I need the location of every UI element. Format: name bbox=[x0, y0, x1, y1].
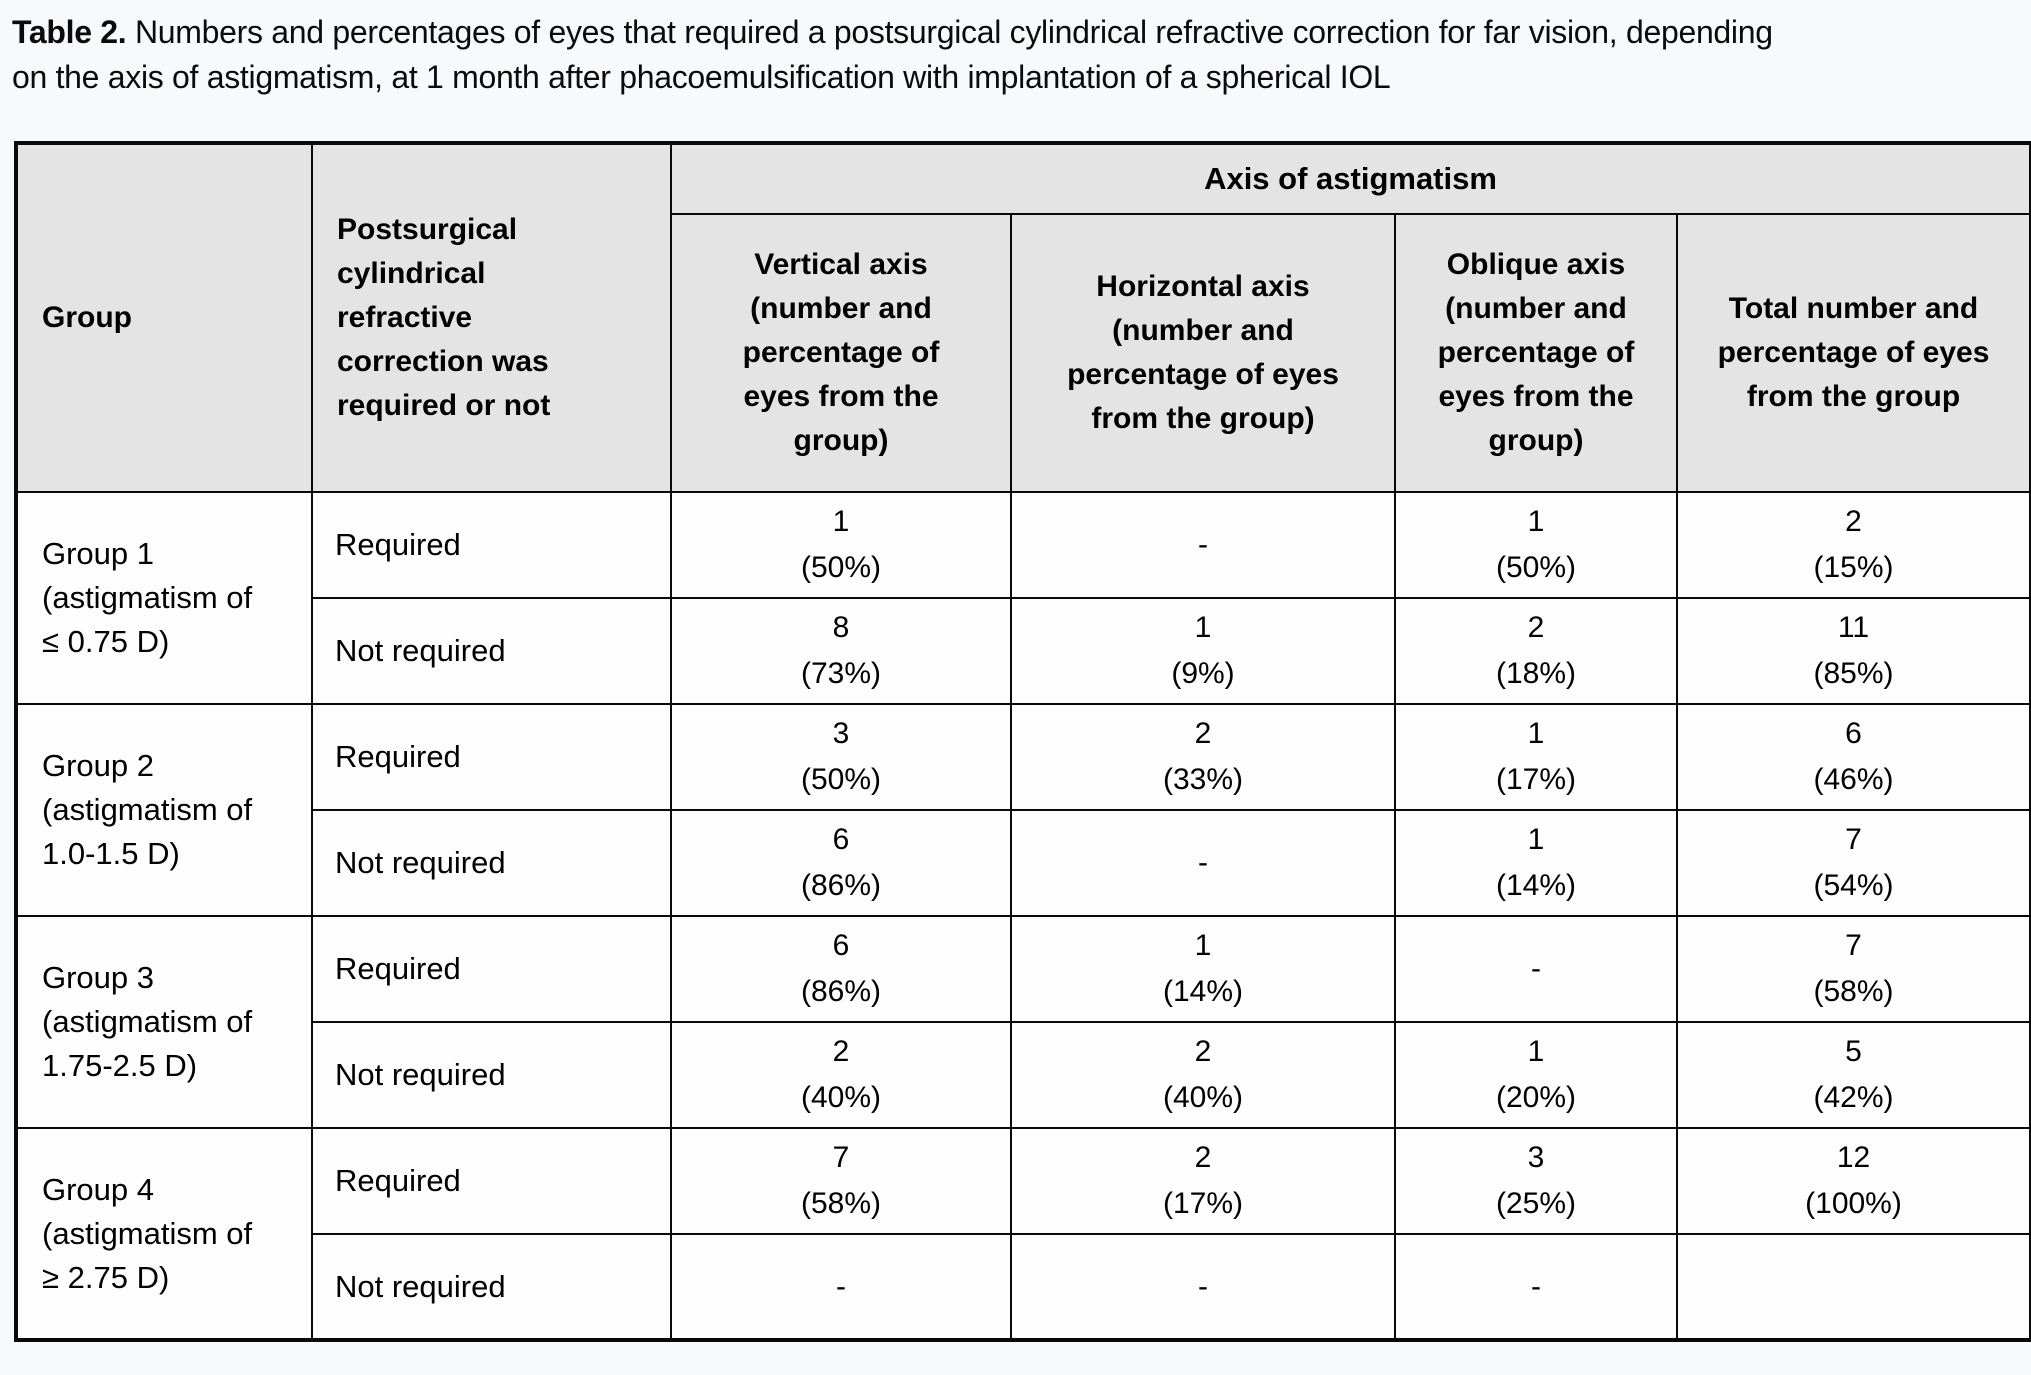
requirement-cell: Required bbox=[311, 703, 672, 811]
data-cell-total bbox=[1676, 1233, 2031, 1341]
data-cell-total: 11 (85%) bbox=[1676, 597, 2031, 705]
caption-line-1: Table 2. Numbers and percentages of eyes… bbox=[12, 10, 2024, 55]
data-cell-vertical: 7 (58%) bbox=[670, 1127, 1012, 1235]
data-cell-oblique: - bbox=[1394, 1233, 1678, 1341]
header-horizontal-axis: Horizontal axis (number and percentage o… bbox=[1010, 213, 1396, 493]
table-header: Group Postsurgical cylindrical refractiv… bbox=[15, 142, 2031, 493]
data-cell-oblique: 3 (25%) bbox=[1394, 1127, 1678, 1235]
header-row-axes: Vertical axis (number and percentage of … bbox=[16, 213, 2031, 493]
data-cell-horizontal: - bbox=[1010, 491, 1396, 599]
requirement-cell: Required bbox=[311, 915, 672, 1023]
caption-line-2: on the axis of astigmatism, at 1 month a… bbox=[12, 59, 1391, 95]
header-postsurgical-correction: Postsurgical cylindrical refractive corr… bbox=[311, 142, 672, 493]
data-cell-horizontal: - bbox=[1010, 1233, 1396, 1341]
data-cell-vertical: 1 (50%) bbox=[670, 491, 1012, 599]
data-cell-oblique: 1 (17%) bbox=[1394, 703, 1678, 811]
requirement-cell: Not required bbox=[311, 809, 672, 917]
requirement-cell: Not required bbox=[311, 597, 672, 705]
data-cell-vertical: 3 (50%) bbox=[670, 703, 1012, 811]
group4-label: Group 4 (astigmatism of ≥ 2.75 D) bbox=[15, 1127, 313, 1341]
table-row-group3-required: Group 3 (astigmatism of 1.75-2.5 D) Requ… bbox=[15, 915, 2031, 1129]
header-total: Total number and percentage of eyes from… bbox=[1676, 213, 2031, 493]
table-caption: Table 2. Numbers and percentages of eyes… bbox=[12, 10, 2024, 100]
table-row-group4-not-required: Not required - - - bbox=[16, 1233, 2031, 1341]
header-oblique-axis: Oblique axis (number and percentage of e… bbox=[1394, 213, 1678, 493]
data-cell-vertical: 2 (40%) bbox=[670, 1021, 1012, 1129]
data-cell-horizontal: 2 (33%) bbox=[1010, 703, 1396, 811]
caption-text-1: Numbers and percentages of eyes that req… bbox=[134, 14, 1773, 50]
data-cell-oblique: 1 (14%) bbox=[1394, 809, 1678, 917]
data-cell-total: 12 (100%) bbox=[1676, 1127, 2031, 1235]
header-group: Group bbox=[15, 142, 313, 493]
data-cell-horizontal: 1 (14%) bbox=[1010, 915, 1396, 1023]
data-cell-total: 2 (15%) bbox=[1676, 491, 2031, 599]
data-cell-vertical: 8 (73%) bbox=[670, 597, 1012, 705]
table-row-group1-required: Group 1 (astigmatism of ≤ 0.75 D) Requir… bbox=[15, 491, 2031, 705]
group2-label: Group 2 (astigmatism of 1.0-1.5 D) bbox=[15, 703, 313, 917]
data-cell-horizontal: - bbox=[1010, 809, 1396, 917]
data-cell-total: 7 (58%) bbox=[1676, 915, 2031, 1023]
data-cell-horizontal: 1 (9%) bbox=[1010, 597, 1396, 705]
table-row-group2-required: Group 2 (astigmatism of 1.0-1.5 D) Requi… bbox=[15, 703, 2031, 917]
data-cell-oblique: 1 (50%) bbox=[1394, 491, 1678, 599]
requirement-cell: Not required bbox=[311, 1233, 672, 1341]
data-cell-vertical: 6 (86%) bbox=[670, 809, 1012, 917]
data-cell-horizontal: 2 (40%) bbox=[1010, 1021, 1396, 1129]
table-row-group3-not-required: Not required 2 (40%) 2 (40%) 1 (20%) 5 (… bbox=[16, 1021, 2031, 1129]
caption-label: Table 2. bbox=[12, 14, 127, 50]
table-row-group4-required: Group 4 (astigmatism of ≥ 2.75 D) Requir… bbox=[15, 1127, 2031, 1341]
requirement-cell: Required bbox=[311, 1127, 672, 1235]
data-cell-oblique: - bbox=[1394, 915, 1678, 1023]
data-cell-vertical: - bbox=[670, 1233, 1012, 1341]
data-cell-total: 5 (42%) bbox=[1676, 1021, 2031, 1129]
data-cell-oblique: 1 (20%) bbox=[1394, 1021, 1678, 1129]
data-cell-vertical: 6 (86%) bbox=[670, 915, 1012, 1023]
header-axis-of-astigmatism: Axis of astigmatism bbox=[670, 142, 2031, 215]
group3-label: Group 3 (astigmatism of 1.75-2.5 D) bbox=[15, 915, 313, 1129]
requirement-cell: Not required bbox=[311, 1021, 672, 1129]
requirement-cell: Required bbox=[311, 491, 672, 599]
table-row-group2-not-required: Not required 6 (86%) - 1 (14%) 7 (54%) bbox=[16, 809, 2031, 917]
data-cell-oblique: 2 (18%) bbox=[1394, 597, 1678, 705]
table-row-group1-not-required: Not required 8 (73%) 1 (9%) 2 (18%) 11 (… bbox=[16, 597, 2031, 705]
data-cell-horizontal: 2 (17%) bbox=[1010, 1127, 1396, 1235]
data-cell-total: 7 (54%) bbox=[1676, 809, 2031, 917]
header-vertical-axis: Vertical axis (number and percentage of … bbox=[670, 213, 1012, 493]
header-row-banner: Group Postsurgical cylindrical refractiv… bbox=[15, 142, 2031, 493]
group1-label: Group 1 (astigmatism of ≤ 0.75 D) bbox=[15, 491, 313, 705]
table-body: Group 1 (astigmatism of ≤ 0.75 D) Requir… bbox=[15, 491, 2031, 1341]
data-cell-total: 6 (46%) bbox=[1676, 703, 2031, 811]
results-table: Group Postsurgical cylindrical refractiv… bbox=[14, 141, 2031, 1342]
